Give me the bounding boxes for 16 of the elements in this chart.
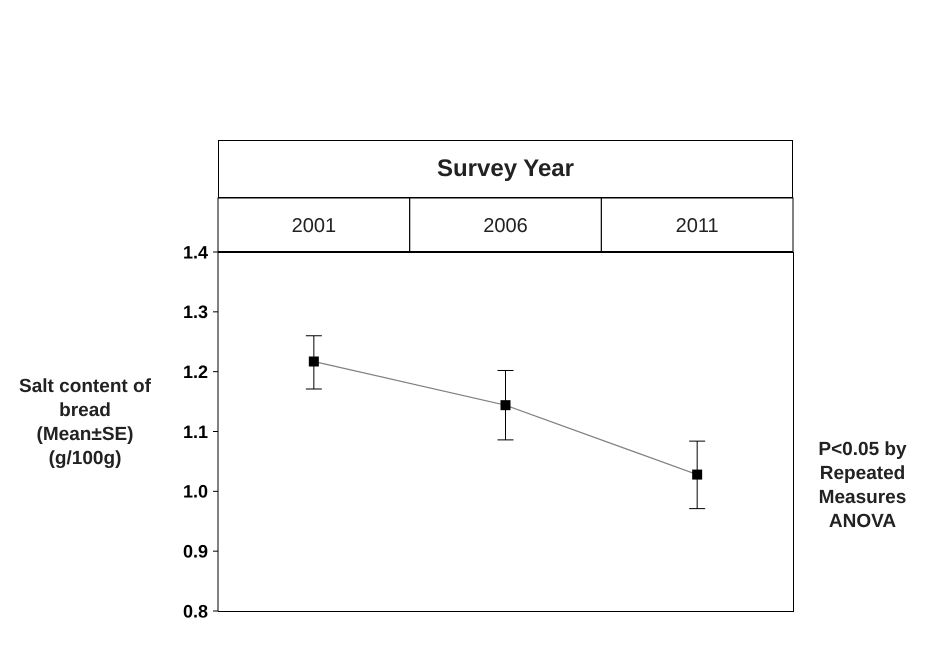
point bbox=[500, 400, 510, 410]
y-tick-label: 0.8 bbox=[182, 601, 208, 622]
y-axis-title: Salt content of bread (Mean±SE) (g/100g) bbox=[18, 375, 152, 471]
point bbox=[692, 470, 702, 480]
y-tick-label: 1.3 bbox=[182, 302, 208, 322]
y-tick-label: 1.2 bbox=[182, 362, 208, 382]
y-tick-label: 1.1 bbox=[182, 422, 208, 442]
x-axis-title: Survey Year bbox=[218, 140, 793, 198]
y-tick-label: 1.4 bbox=[182, 242, 208, 262]
text: P<0.05 by Repeated Measures ANOVA bbox=[817, 438, 908, 534]
x-tick-label: 2006 bbox=[483, 215, 528, 237]
y-tick-label: 0.9 bbox=[182, 542, 208, 562]
x-tick-label: 2011 bbox=[676, 215, 719, 237]
point bbox=[308, 356, 319, 366]
x-tick-label: 2001 bbox=[292, 215, 336, 237]
y-tick-label: 1.0 bbox=[182, 482, 208, 502]
